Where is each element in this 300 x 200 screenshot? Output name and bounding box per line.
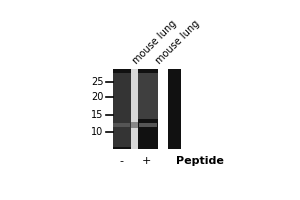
- Bar: [113, 69, 181, 149]
- Text: 25: 25: [91, 77, 103, 87]
- Text: Peptide: Peptide: [176, 156, 224, 166]
- Bar: [130, 69, 138, 149]
- Bar: [113, 69, 130, 149]
- Text: -: -: [119, 156, 123, 166]
- Text: mouse lung: mouse lung: [130, 19, 178, 66]
- Text: +: +: [142, 156, 152, 166]
- Text: mouse lung: mouse lung: [154, 19, 201, 66]
- Bar: [130, 122, 138, 128]
- Bar: [113, 73, 130, 147]
- Bar: [168, 69, 181, 149]
- Bar: [113, 123, 130, 127]
- Bar: [138, 69, 158, 149]
- Bar: [158, 69, 168, 149]
- Bar: [139, 123, 157, 127]
- Text: 20: 20: [91, 92, 103, 102]
- Text: 10: 10: [91, 127, 104, 137]
- Bar: [138, 73, 158, 119]
- Text: 15: 15: [91, 110, 103, 120]
